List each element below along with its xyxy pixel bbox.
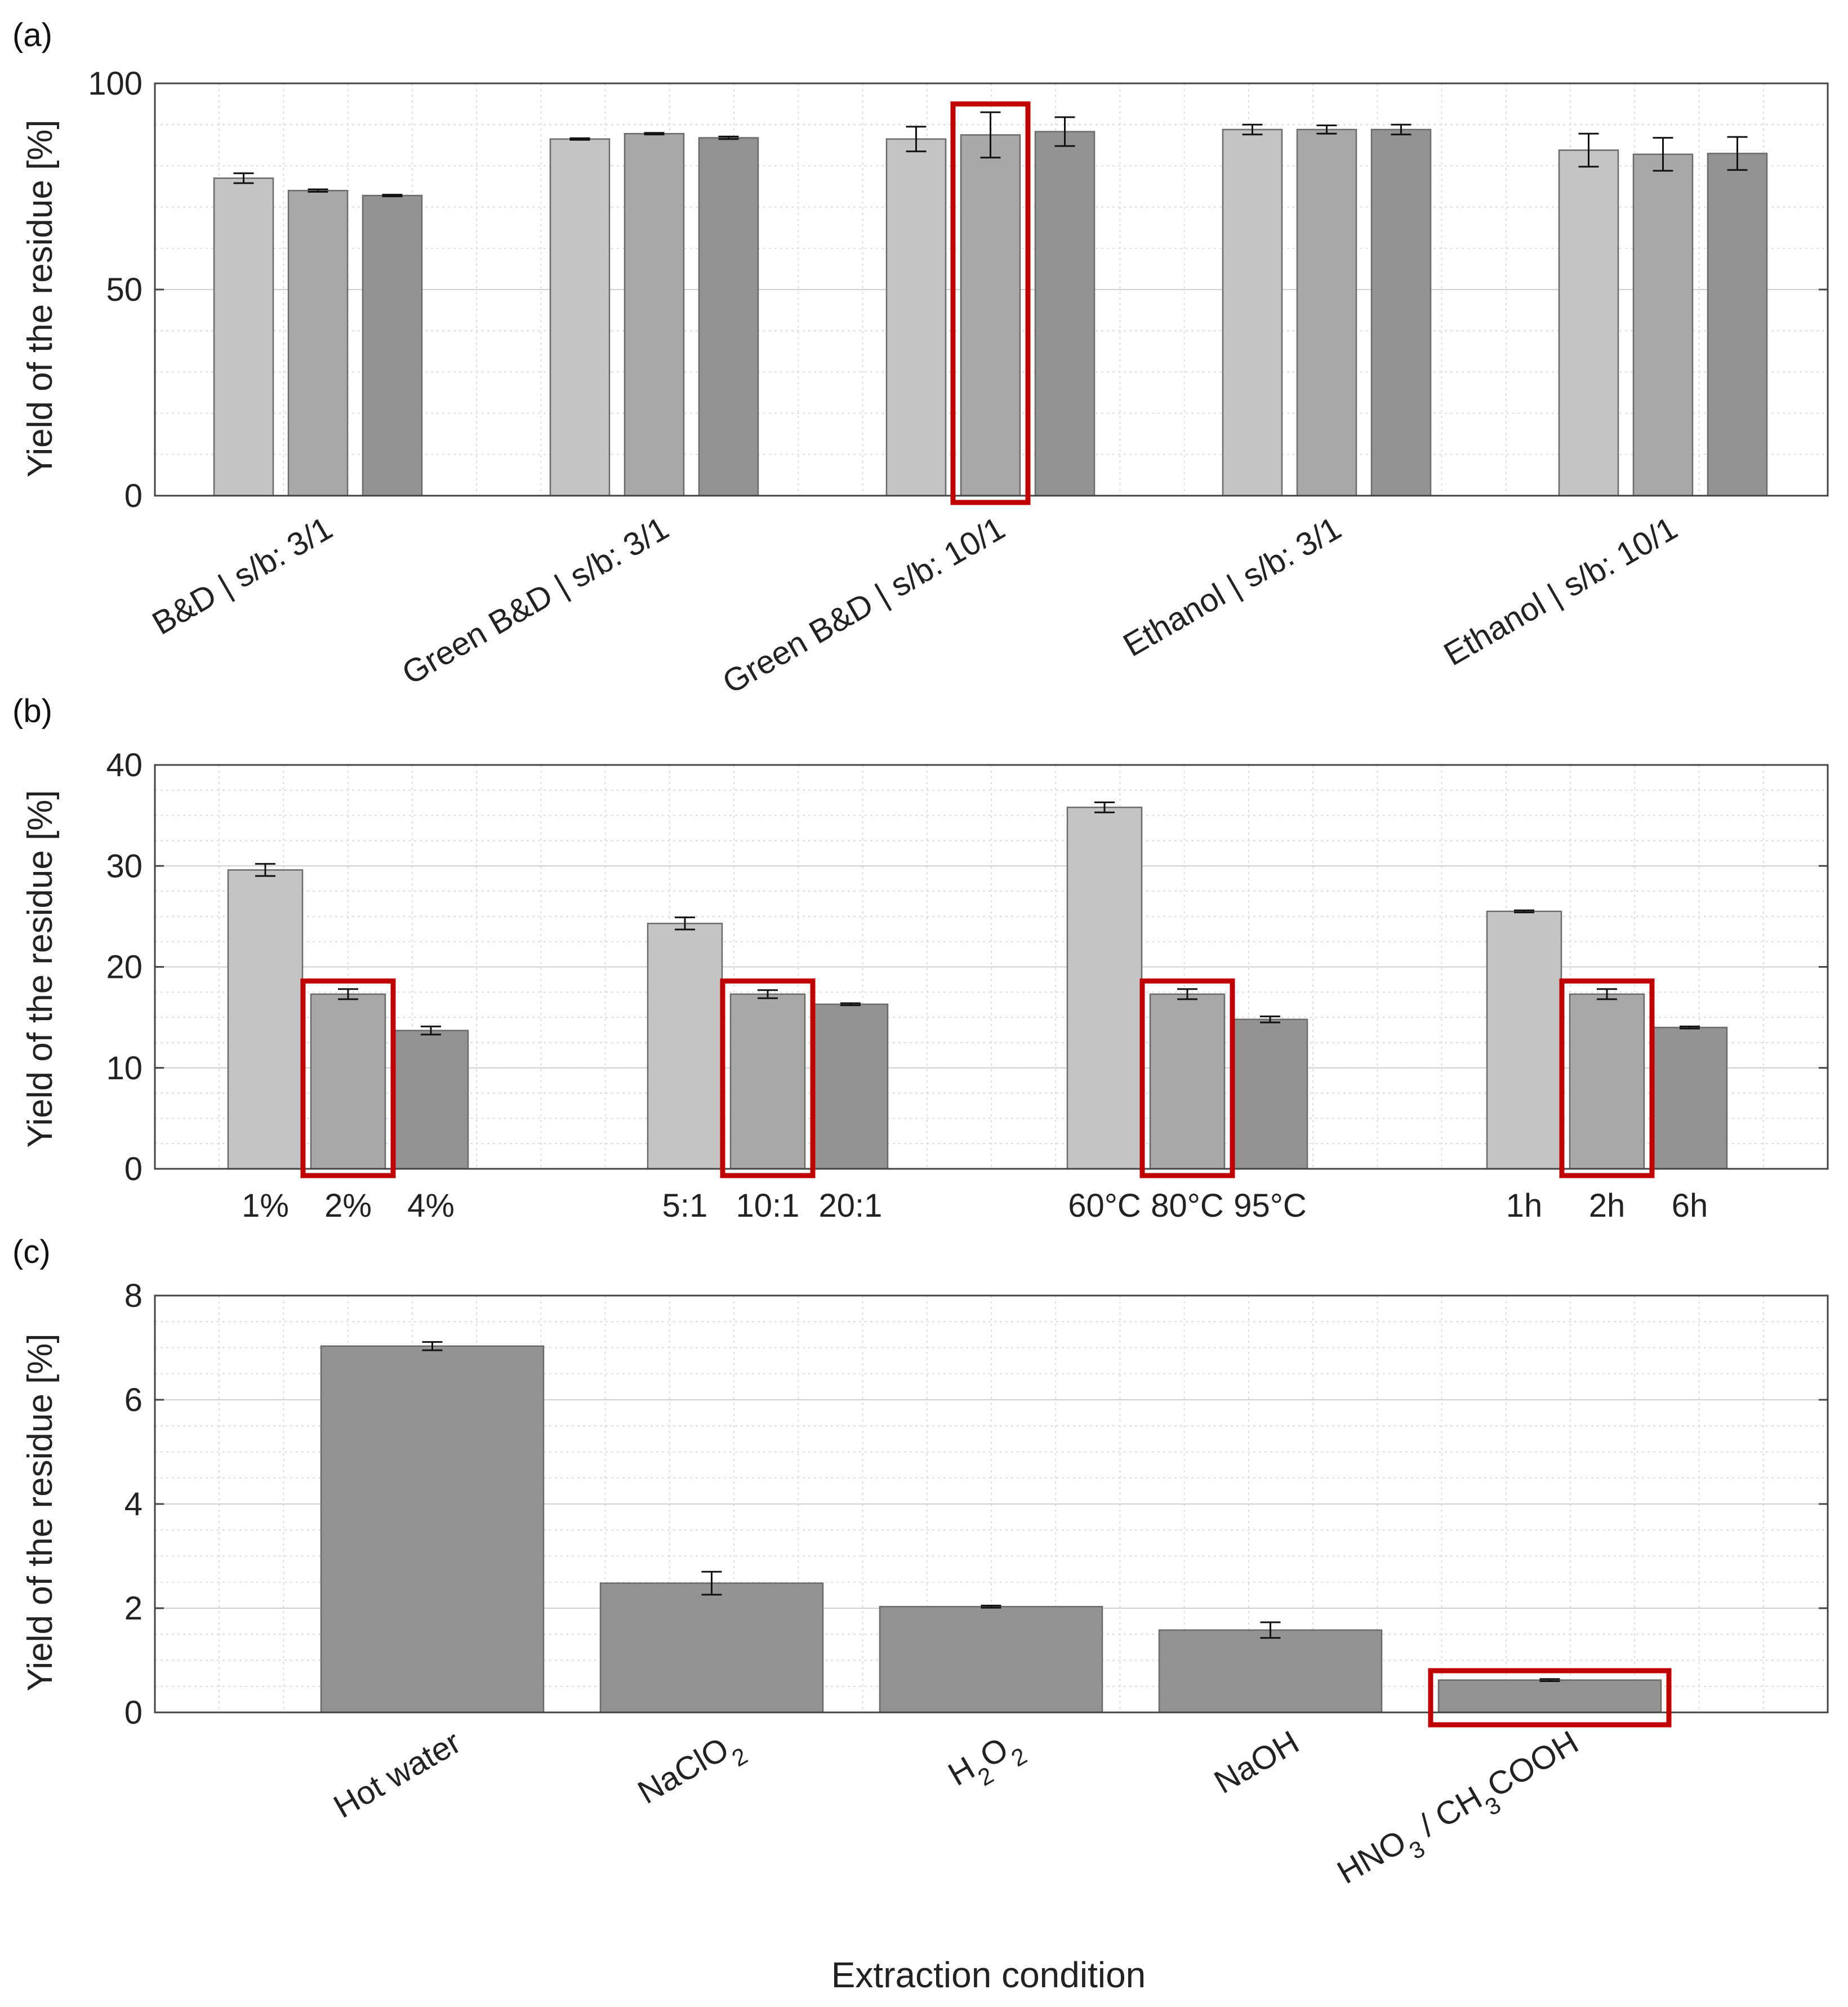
b-highlight-box: [1559, 978, 1655, 1178]
c-category-label: HNO3 / CH3COOH: [1331, 1724, 1589, 1901]
a-bar: [213, 177, 274, 497]
c-bar: [320, 1345, 545, 1714]
b-bar: [1066, 807, 1143, 1170]
a-bar: [549, 138, 611, 497]
a-bar: [624, 133, 685, 497]
b-ytick-label: 10: [106, 1050, 143, 1087]
b-tick-label: 80°C: [1151, 1187, 1224, 1224]
c-category-label: NaOH: [1208, 1724, 1305, 1801]
a-bar: [287, 190, 349, 497]
a-bar: [1034, 131, 1096, 497]
a-bar: [1296, 128, 1357, 497]
c-category-label: H2O2: [942, 1724, 1031, 1803]
b-highlight-box: [300, 978, 396, 1178]
b-tick-label: 2h: [1589, 1187, 1626, 1224]
c-bar: [599, 1582, 824, 1714]
c-bar: [1158, 1629, 1383, 1714]
b-tick-label: 5:1: [662, 1187, 708, 1224]
b-bar: [1569, 993, 1645, 1170]
a-bar: [698, 137, 759, 497]
a-category-label: Ethanol | s/b: 3/1: [1117, 510, 1347, 664]
a-highlight-box: [950, 101, 1031, 505]
b-tick-label: 6h: [1672, 1187, 1708, 1224]
b-tick-label: 4%: [407, 1187, 455, 1224]
a-category-label: B&D | s/b: 3/1: [146, 510, 339, 642]
a-bar: [960, 134, 1021, 497]
b-ytick-label: 0: [124, 1151, 143, 1187]
b-tick-label: 1%: [242, 1187, 289, 1224]
a-ytick-label: 0: [124, 478, 143, 514]
panel-c-ylabel: Yield of the residue [%]: [21, 1333, 60, 1691]
a-bar: [1707, 153, 1768, 497]
b-bar: [1486, 910, 1562, 1170]
b-bar: [729, 993, 806, 1170]
a-category-label: Green B&D | s/b: 10/1: [716, 510, 1011, 701]
b-bar: [227, 869, 304, 1170]
panel-b-ylabel: Yield of the residue [%]: [21, 790, 60, 1147]
c-ytick-label: 6: [124, 1382, 143, 1418]
c-bar: [1437, 1679, 1662, 1714]
b-bar: [393, 1030, 469, 1170]
a-bar: [1222, 128, 1283, 497]
c-ytick-label: 0: [124, 1694, 143, 1731]
a-bar: [1558, 149, 1619, 497]
b-highlight-box: [720, 978, 816, 1178]
b-tick-label: 10:1: [736, 1187, 800, 1224]
b-bar: [1149, 993, 1226, 1170]
c-highlight-box: [1428, 1668, 1672, 1728]
c-category-label-part: Hot water: [328, 1724, 467, 1825]
c-category-label: NaClO2: [632, 1724, 752, 1821]
c-category-label-part: NaClO: [632, 1730, 735, 1811]
panel-a: (a) Yield of the residue [%] B&D | s/b: …: [12, 17, 1829, 701]
panel-a-ylabel: Yield of the residue [%]: [21, 119, 60, 477]
c-ytick-label: 2: [124, 1590, 143, 1627]
c-category-label: Hot water: [328, 1724, 467, 1825]
panel-c-label: (c): [12, 1234, 51, 1270]
c-ytick-label: 8: [124, 1278, 143, 1314]
a-ytick-label: 50: [106, 272, 143, 308]
b-bar: [1232, 1018, 1308, 1170]
b-ytick-label: 20: [106, 949, 143, 986]
a-category-label: Green B&D | s/b: 3/1: [396, 510, 675, 692]
c-category-label-part: HNO: [1331, 1823, 1412, 1891]
b-ytick-label: 40: [106, 747, 143, 784]
panel-b: (b) Yield of the residue [%] 1% 2% 4% 5:1 10…: [12, 693, 1829, 1224]
b-tick-label: 20:1: [819, 1187, 883, 1224]
b-tick-label: 2%: [324, 1187, 372, 1224]
panel-a-label: (a): [12, 17, 52, 54]
b-bar: [812, 1003, 889, 1170]
b-ytick-label: 30: [106, 848, 143, 884]
b-bar: [647, 923, 723, 1170]
panel-c: (c) Yield of the residue [%] 0 2 4 6 8 Hot wa…: [12, 1234, 1829, 1901]
a-category-label: Ethanol | s/b: 10/1: [1437, 510, 1684, 673]
b-tick-label: 95°C: [1234, 1187, 1307, 1224]
x-axis-title: Extraction condition: [831, 1955, 1146, 1995]
a-bar: [1370, 128, 1432, 497]
a-bar: [1632, 153, 1694, 497]
c-category-label-part: / CH: [1405, 1779, 1488, 1848]
c-ytick-label: 4: [124, 1486, 143, 1523]
b-tick-label: 1h: [1506, 1187, 1543, 1224]
b-bar: [310, 993, 386, 1170]
a-ytick-label: 100: [88, 65, 143, 102]
c-category-label-part: NaOH: [1208, 1724, 1305, 1801]
a-bar: [885, 138, 947, 497]
c-bar: [879, 1605, 1103, 1714]
b-bar: [1651, 1026, 1728, 1170]
b-tick-label: 60°C: [1068, 1187, 1141, 1224]
c-category-label-part: COOH: [1481, 1724, 1584, 1804]
b-highlight-box: [1139, 978, 1235, 1178]
panel-b-label: (b): [12, 693, 52, 729]
a-bar: [362, 194, 423, 497]
